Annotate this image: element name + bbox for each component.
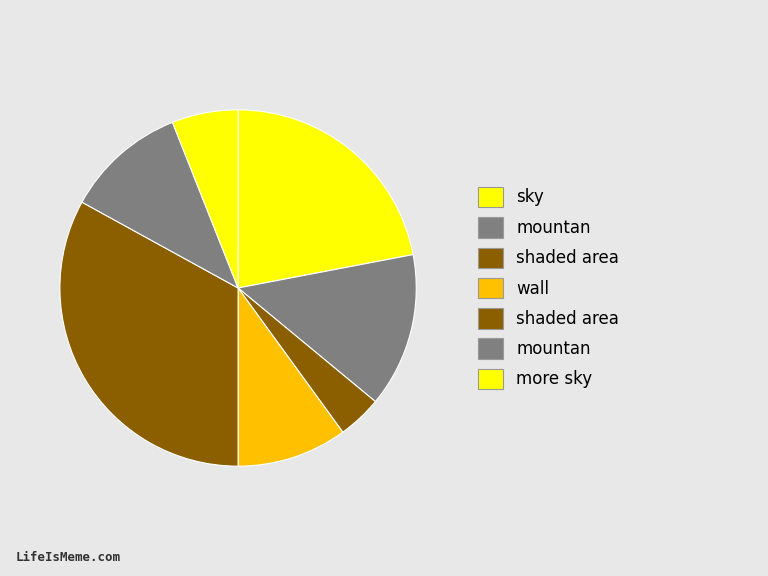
Wedge shape xyxy=(238,110,413,288)
Wedge shape xyxy=(60,202,238,466)
Wedge shape xyxy=(238,288,376,432)
Wedge shape xyxy=(173,110,238,288)
Text: LifeIsMeme.com: LifeIsMeme.com xyxy=(15,551,121,564)
Wedge shape xyxy=(238,255,416,401)
Legend: sky, mountan, shaded area, wall, shaded area, mountan, more sky: sky, mountan, shaded area, wall, shaded … xyxy=(478,187,619,389)
Wedge shape xyxy=(82,122,238,288)
Wedge shape xyxy=(238,288,343,466)
